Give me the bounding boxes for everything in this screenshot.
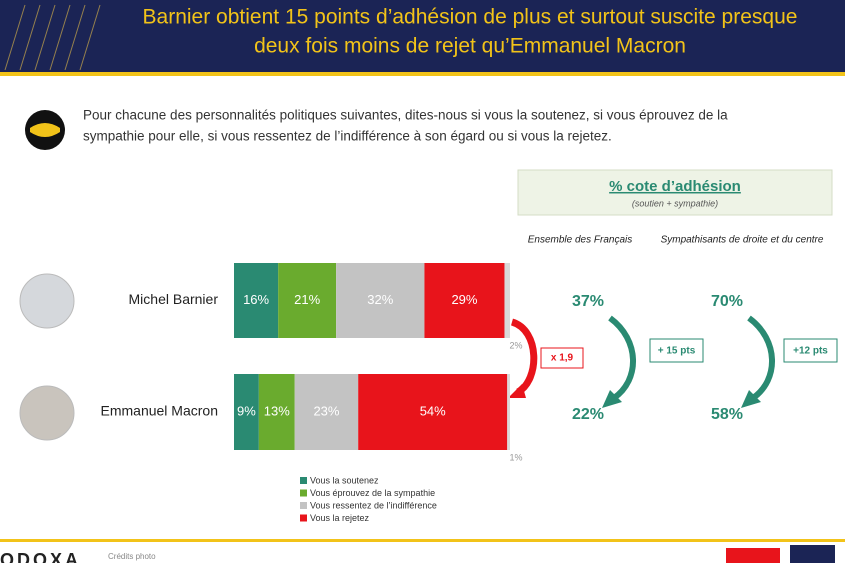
- bar-segment: [278, 263, 337, 338]
- bar-segment: [504, 263, 510, 338]
- bar-segment: [358, 374, 508, 450]
- question-line: sympathie pour elle, si vous ressentez d…: [83, 129, 612, 144]
- adhesion-bottom: 22%: [572, 406, 604, 423]
- title-line: Barnier obtient 15 points d’adhésion de …: [143, 6, 798, 29]
- value-label: 13%: [264, 403, 290, 418]
- value-label: 32%: [367, 292, 393, 307]
- column-header: Ensemble des Français: [528, 235, 633, 246]
- bar-segment: [294, 374, 359, 450]
- legend-swatch: [300, 514, 307, 522]
- partner-logo: [726, 548, 780, 563]
- logo-icon: [25, 110, 65, 150]
- adhesion-panel: [517, 169, 833, 216]
- adhesion-top: 70%: [711, 293, 743, 310]
- diff-box: [783, 338, 838, 363]
- bar-segment: [424, 263, 505, 338]
- bar-segment: [336, 263, 425, 338]
- legend-swatch: [300, 477, 307, 484]
- footer-credits: Crédits photo: [108, 552, 156, 561]
- column-header: Sympathisants de droite et du centre: [661, 235, 824, 246]
- diff-box: [649, 338, 704, 363]
- adhesion-arrow: [747, 315, 775, 401]
- header-band: [0, 0, 845, 72]
- footer-rule: [0, 539, 845, 542]
- bar-segment: [507, 374, 510, 450]
- header-rule: [0, 72, 845, 76]
- header-pattern: [4, 4, 101, 71]
- value-label: 2%: [509, 340, 522, 350]
- legend-label: Vous la soutenez: [310, 475, 379, 485]
- bar-segment: [234, 374, 259, 450]
- category-label: Michel Barnier: [129, 291, 219, 307]
- value-label: 23%: [313, 403, 339, 418]
- ratio-label: x 1,9: [551, 353, 574, 364]
- legend-label: Vous éprouvez de la sympathie: [310, 488, 435, 498]
- category-label: Emmanuel Macron: [101, 403, 219, 419]
- value-label: 54%: [420, 403, 446, 418]
- diff-label: + 15 pts: [658, 346, 696, 357]
- value-label: 9%: [237, 403, 256, 418]
- adhesion-subtitle: (soutien + sympathie): [632, 198, 718, 208]
- question-line: Pour chacune des personnalités politique…: [83, 108, 728, 123]
- value-label: 21%: [294, 292, 320, 307]
- diff-label: +12 pts: [793, 346, 828, 357]
- value-label: 16%: [243, 292, 269, 307]
- photo-macron: [19, 385, 75, 441]
- value-label: 1%: [509, 452, 522, 462]
- partner-logo: [790, 545, 835, 563]
- rejection-arrow-head: [508, 384, 526, 398]
- bar-segment: [258, 374, 295, 450]
- legend-label: Vous ressentez de l’indifférence: [310, 500, 437, 510]
- adhesion-top: 37%: [572, 293, 604, 310]
- title-line: deux fois moins de rejet qu’Emmanuel Mac…: [254, 35, 686, 58]
- adhesion-title: % cote d’adhésion: [609, 178, 741, 195]
- adhesion-arrow-head: [602, 390, 622, 408]
- adhesion-bottom: 58%: [711, 406, 743, 423]
- ratio-box: [540, 347, 584, 369]
- value-label: 29%: [451, 292, 477, 307]
- legend-label: Vous la rejetez: [310, 513, 370, 523]
- footer-brand: ODOXA: [0, 550, 81, 563]
- adhesion-arrow: [608, 315, 636, 401]
- legend-swatch: [300, 489, 307, 497]
- adhesion-arrow-head: [741, 390, 761, 408]
- rejection-arrow: [510, 318, 538, 396]
- bar-segment: [234, 263, 279, 338]
- photo-barnier: [19, 273, 75, 329]
- legend-swatch: [300, 502, 307, 509]
